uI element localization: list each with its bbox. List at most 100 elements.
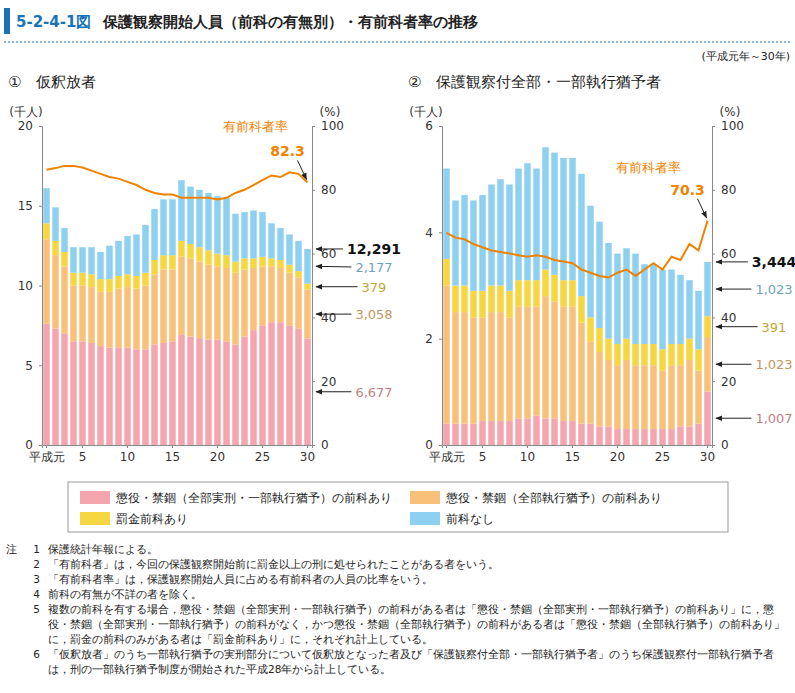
bar bbox=[632, 365, 638, 429]
bar bbox=[277, 260, 283, 268]
y-axis-tick-label: 10 bbox=[18, 279, 33, 293]
note-text: 「有前科者率」は，保護観察開始人員に占める有前科者の人員の比率をいう。 bbox=[48, 572, 786, 587]
bar bbox=[470, 291, 476, 318]
x-axis-tick-label: 平成元 bbox=[29, 450, 65, 464]
bar bbox=[587, 206, 593, 318]
bar bbox=[488, 184, 494, 285]
plot-area bbox=[443, 147, 710, 445]
bar bbox=[250, 330, 256, 445]
y2-axis-tick-mark bbox=[712, 190, 715, 191]
bar bbox=[304, 290, 310, 339]
x-axis-tick: 5 bbox=[79, 445, 87, 464]
bar bbox=[497, 286, 503, 313]
bar bbox=[232, 214, 238, 262]
bar bbox=[70, 273, 76, 286]
bar bbox=[223, 198, 229, 255]
bar bbox=[187, 187, 193, 244]
x-axis-tick-mark bbox=[482, 445, 483, 448]
bar bbox=[542, 270, 548, 297]
y2-axis-tick-mark bbox=[712, 254, 715, 255]
note-label-slot bbox=[6, 557, 28, 572]
bar bbox=[88, 247, 94, 274]
bar bbox=[259, 212, 265, 257]
bar bbox=[43, 223, 49, 239]
bar bbox=[695, 424, 701, 445]
bar bbox=[452, 424, 458, 445]
y2-axis-tick: 80 bbox=[712, 183, 736, 197]
bar bbox=[605, 339, 611, 360]
x-axis-tick-mark bbox=[217, 445, 218, 448]
bar bbox=[196, 338, 202, 445]
bar bbox=[142, 286, 148, 350]
bar bbox=[151, 260, 157, 274]
label-arrow bbox=[316, 391, 351, 392]
x-axis-tick-mark bbox=[662, 445, 663, 448]
bar bbox=[596, 352, 602, 426]
bar bbox=[142, 349, 148, 445]
bar bbox=[160, 199, 166, 255]
bar bbox=[214, 254, 220, 267]
bar bbox=[614, 429, 620, 445]
bar bbox=[259, 266, 265, 325]
bar bbox=[259, 325, 265, 445]
x-axis-tick: 20 bbox=[210, 445, 225, 464]
bar bbox=[286, 265, 292, 273]
panel-title: ① 仮釈放者 bbox=[8, 73, 96, 91]
y2-axis: 020406080100 bbox=[312, 119, 344, 452]
bar bbox=[605, 243, 611, 339]
bar bbox=[659, 429, 665, 445]
y-axis-line bbox=[439, 127, 443, 446]
figure-number: 5-2-4-1図 bbox=[16, 13, 91, 31]
bar bbox=[641, 429, 647, 445]
bar bbox=[241, 212, 247, 258]
legend-label: 罰金前科あり bbox=[116, 512, 188, 526]
bar bbox=[452, 200, 458, 285]
legend-swatch bbox=[80, 491, 110, 504]
bar bbox=[241, 270, 247, 337]
y-axis-tick-mark bbox=[39, 206, 42, 207]
y-axis-tick: 5 bbox=[25, 359, 42, 373]
bar bbox=[106, 292, 112, 348]
data-label: 1,007 bbox=[755, 411, 792, 426]
y-axis-tick-mark bbox=[39, 365, 42, 366]
bar bbox=[52, 241, 58, 255]
data-label: 3,444 bbox=[752, 254, 795, 270]
x-axis-tick-mark bbox=[307, 445, 308, 448]
note-label-slot bbox=[6, 647, 28, 677]
panel-title: ② 保護観察付全部・一部執行猶予者 bbox=[408, 73, 661, 91]
bar bbox=[277, 228, 283, 260]
note: 5複数の前科を有する場合，懲役・禁錮（全部実刑・一部執行猶予）の前科がある者は「… bbox=[6, 602, 786, 647]
y-axis-tick: 20 bbox=[18, 119, 42, 133]
y2-axis-tick-label: 40 bbox=[321, 311, 336, 325]
note: 注1保護統計年報による。 bbox=[6, 542, 786, 557]
y-axis-tick: 2 bbox=[425, 332, 442, 346]
bar bbox=[533, 416, 539, 445]
bar bbox=[614, 254, 620, 344]
bar bbox=[587, 341, 593, 423]
x-axis: 平成元51015202530 bbox=[29, 445, 316, 464]
bar bbox=[133, 276, 139, 289]
bar bbox=[443, 259, 449, 286]
bar bbox=[587, 317, 593, 341]
x-axis-tick: 平成元 bbox=[29, 445, 65, 464]
note-text: 前科の有無が不詳の者を除く。 bbox=[48, 587, 786, 602]
x-axis-line bbox=[443, 446, 713, 449]
note-text: 「有前科者」は，今回の保護観察開始前に罰金以上の刑に処せられたことがある者をいう… bbox=[48, 557, 786, 572]
bar bbox=[115, 348, 121, 445]
x-axis-tick: 5 bbox=[479, 445, 487, 464]
title-rule bbox=[4, 42, 790, 43]
bar bbox=[506, 291, 512, 318]
bar bbox=[479, 317, 485, 421]
x-axis-tick-label: 5 bbox=[479, 450, 487, 464]
bar bbox=[97, 346, 103, 445]
x-axis-tick-mark bbox=[46, 445, 47, 448]
bar bbox=[578, 296, 584, 323]
y-axis-tick-mark bbox=[439, 126, 442, 127]
note-label-slot bbox=[6, 602, 28, 647]
bar bbox=[88, 274, 94, 287]
bar bbox=[686, 360, 692, 426]
y2-axis-tick-mark bbox=[712, 126, 715, 127]
y-axis: 0246 bbox=[425, 119, 442, 452]
bar bbox=[70, 286, 76, 342]
bar bbox=[214, 340, 220, 445]
